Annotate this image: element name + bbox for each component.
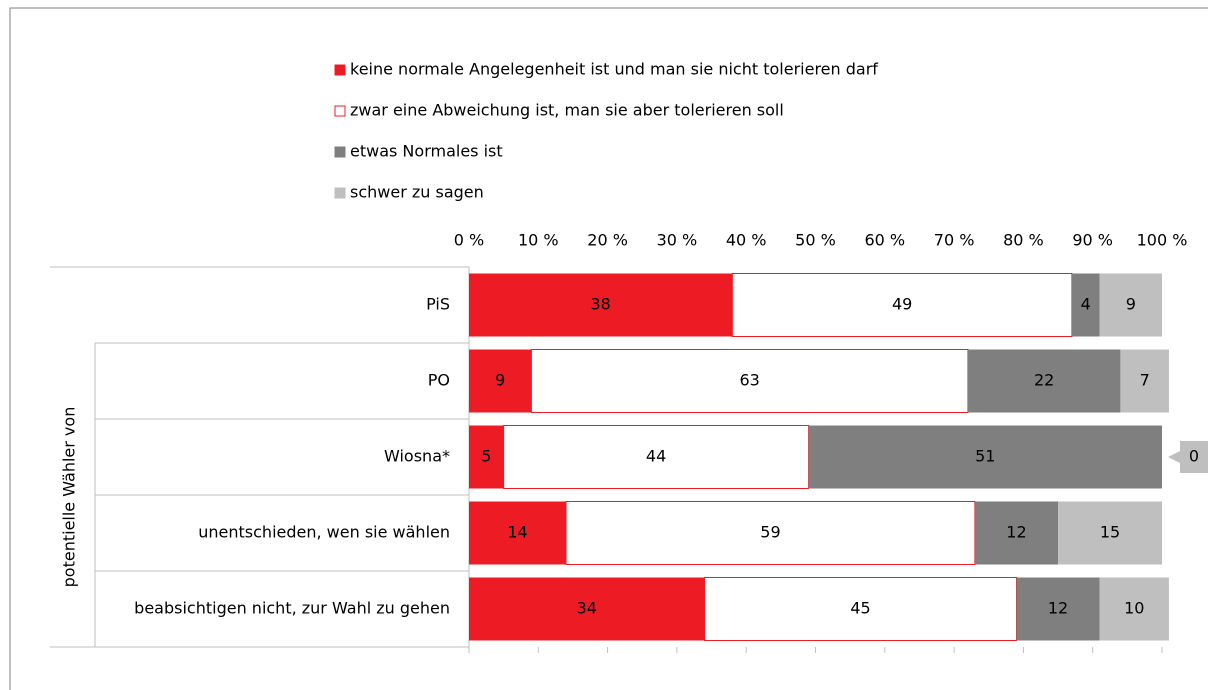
bar-segment: [704, 577, 1017, 641]
data-label: 9: [1126, 295, 1136, 314]
bar-segment: [1071, 273, 1100, 337]
legend-label: keine normale Angelegenheit ist und man …: [350, 60, 878, 79]
bar-segment: [565, 501, 976, 565]
bar-segment: [1016, 577, 1100, 641]
data-label: 34: [577, 599, 597, 618]
x-tick-label: 20 %: [587, 231, 628, 250]
y-tick-label: Wiosna*: [384, 447, 450, 466]
legend-swatch: [334, 64, 346, 76]
x-tick-label: 100 %: [1137, 231, 1188, 250]
bar-segment: [1099, 577, 1169, 641]
legend-swatch: [334, 105, 346, 117]
data-label: 59: [760, 523, 780, 542]
data-label: 9: [495, 371, 505, 390]
x-tick-label: 10 %: [518, 231, 559, 250]
data-label: 15: [1100, 523, 1120, 542]
bar-segment: [469, 577, 705, 641]
bar-segment: [469, 501, 567, 565]
x-tick-label: 0 %: [454, 231, 484, 250]
legend-label: etwas Normales ist: [350, 142, 503, 161]
x-tick-label: 70 %: [934, 231, 975, 250]
legend-label: zwar eine Abweichung ist, man sie aber t…: [350, 101, 784, 120]
data-label: 14: [507, 523, 527, 542]
data-label: 12: [1006, 523, 1026, 542]
data-label: 5: [481, 447, 491, 466]
x-tick-label: 40 %: [726, 231, 767, 250]
bar-segment: [1058, 501, 1162, 565]
data-label: 12: [1048, 599, 1068, 618]
x-tick-label: 30 %: [657, 231, 698, 250]
y-tick-label: beabsichtigen nicht, zur Wahl zu gehen: [134, 599, 450, 618]
bar-segment: [503, 425, 810, 489]
bar-segment: [530, 349, 969, 413]
bar-segment: [808, 425, 1162, 489]
data-label: 49: [892, 295, 912, 314]
y-axis-title: potentielle Wähler von: [60, 407, 79, 588]
data-label: 0: [1189, 447, 1199, 466]
y-tick-label: unentschieden, wen sie wählen: [198, 523, 450, 542]
bar-segment: [967, 349, 1121, 413]
bar-segment: [1099, 273, 1162, 337]
data-label: 44: [646, 447, 666, 466]
bar-segment: [469, 349, 532, 413]
data-label: 51: [975, 447, 995, 466]
data-label: 4: [1081, 295, 1091, 314]
data-label: 45: [850, 599, 870, 618]
callout: [1168, 441, 1208, 473]
data-label: 10: [1124, 599, 1144, 618]
bar-segment: [469, 425, 504, 489]
data-label: 22: [1034, 371, 1054, 390]
y-tick-label: PO: [428, 371, 450, 390]
legend-swatch: [334, 187, 346, 199]
x-tick-label: 90 %: [1072, 231, 1113, 250]
legend-swatch: [334, 146, 346, 158]
x-tick-label: 80 %: [1003, 231, 1044, 250]
data-label: 7: [1140, 371, 1150, 390]
legend-label: schwer zu sagen: [350, 183, 484, 202]
bar-segment: [974, 501, 1059, 565]
x-tick-label: 50 %: [795, 231, 836, 250]
bar-segment: [1120, 349, 1169, 413]
bar-segment: [731, 273, 1073, 337]
x-tick-label: 60 %: [864, 231, 905, 250]
data-label: 38: [590, 295, 610, 314]
data-label: 63: [739, 371, 759, 390]
frame: [9, 7, 1208, 690]
y-tick-label: PiS: [426, 295, 450, 314]
bar-segment: [469, 273, 733, 337]
